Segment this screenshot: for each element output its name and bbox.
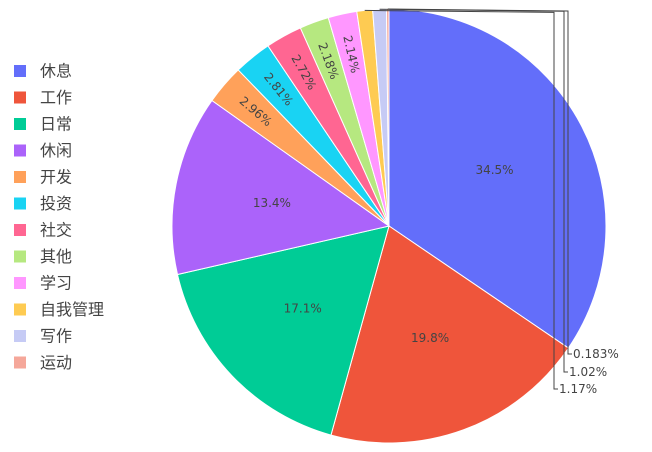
legend-label-8[interactable]: 学习 — [40, 274, 72, 293]
pie-slice-1 — [330, 225, 570, 444]
legend-swatch-4[interactable] — [14, 171, 26, 183]
slice-label-0: 34.5% — [475, 163, 513, 177]
legend-swatch-1[interactable] — [14, 91, 26, 104]
slice-label-1: 19.8% — [411, 331, 449, 345]
pie-slices — [171, 8, 607, 444]
slice-label-9: 1.17% — [559, 382, 597, 396]
legend-swatch-0[interactable] — [14, 65, 26, 77]
legend-swatch-10[interactable] — [14, 330, 26, 342]
legend-swatch-5[interactable] — [14, 197, 26, 210]
pie-slice-3 — [171, 99, 391, 276]
legend-swatch-2[interactable] — [14, 118, 26, 130]
legend-label-1[interactable]: 工作 — [40, 88, 72, 107]
legend-swatch-11[interactable] — [14, 356, 26, 369]
legend-label-6[interactable]: 社交 — [40, 221, 72, 240]
legend-swatch-6[interactable] — [14, 224, 26, 236]
leader-line-9 — [364, 9, 558, 390]
legend-label-2[interactable]: 日常 — [40, 115, 72, 134]
slice-label-3: 13.4% — [253, 196, 291, 210]
legend-swatch-8[interactable] — [14, 277, 26, 289]
legend-swatch-7[interactable] — [14, 250, 26, 263]
pie-slice-0 — [388, 8, 607, 349]
legend-label-5[interactable]: 投资 — [40, 194, 72, 213]
legend-label-0[interactable]: 休息 — [40, 62, 72, 81]
slice-label-11: 0.183% — [573, 347, 619, 361]
legend-label-11[interactable]: 运动 — [40, 353, 72, 372]
legend-label-9[interactable]: 自我管理 — [40, 300, 104, 319]
slice-label-2: 17.1% — [284, 302, 322, 316]
legend-label-7[interactable]: 其他 — [40, 247, 72, 266]
legend-swatch-9[interactable] — [14, 303, 26, 316]
leader-line-11 — [387, 8, 572, 355]
legend-label-3[interactable]: 休闲 — [40, 141, 72, 160]
pie-slice-2 — [176, 225, 390, 436]
legend-label-10[interactable]: 写作 — [40, 327, 72, 346]
legend-label-4[interactable]: 开发 — [40, 168, 72, 187]
slice-label-10: 1.02% — [569, 365, 607, 379]
legend-swatch-3[interactable] — [14, 144, 26, 157]
